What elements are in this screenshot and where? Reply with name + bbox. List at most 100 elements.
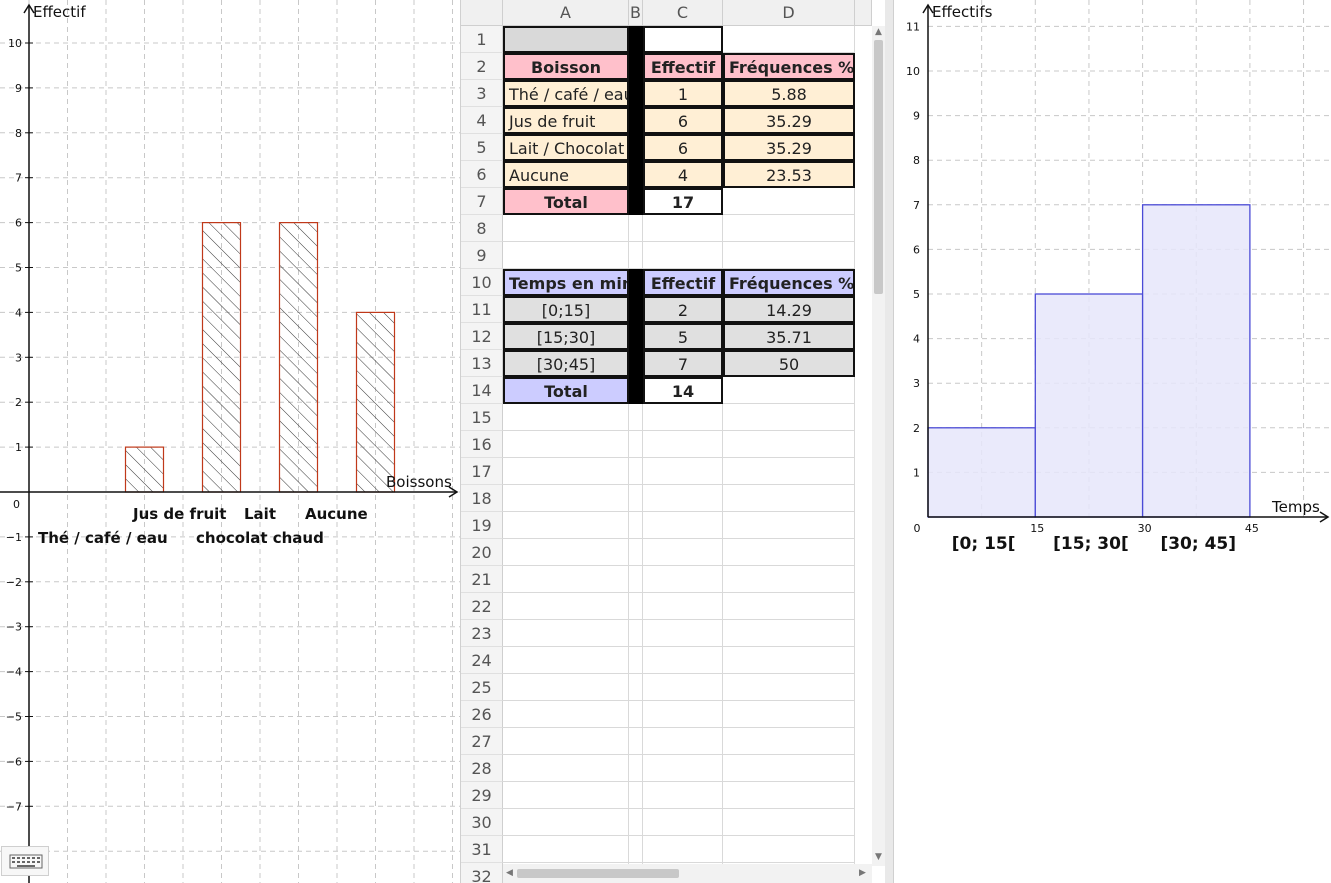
cell-C13[interactable]: 7 (643, 350, 723, 377)
row-header-17[interactable]: 17 (461, 458, 503, 485)
virtual-keyboard-button[interactable] (1, 846, 49, 876)
column-header-B[interactable]: B (629, 0, 643, 26)
cell-C11[interactable]: 2 (643, 296, 723, 323)
y-tick-label: 3 (913, 377, 920, 390)
grid-line-h (503, 673, 855, 674)
row-header-15[interactable]: 15 (461, 404, 503, 431)
cell-A4[interactable]: Jus de fruit (503, 107, 629, 134)
sheet-corner[interactable] (461, 0, 503, 26)
row-header-32[interactable]: 32 (461, 863, 503, 883)
bar (201, 222, 242, 493)
row-header-26[interactable]: 26 (461, 701, 503, 728)
cell-D13[interactable]: 50 (723, 350, 855, 377)
cell-A10[interactable]: Temps en min (503, 269, 629, 296)
cell-C1[interactable] (643, 26, 723, 53)
view-divider-2[interactable] (885, 0, 894, 883)
histogram-bar (1034, 293, 1144, 518)
scroll-right-arrow-icon[interactable]: ▶ (859, 868, 866, 878)
row-header-2[interactable]: 2 (461, 53, 503, 80)
y-tick-label: −4 (6, 666, 22, 679)
cell-C4[interactable]: 6 (643, 107, 723, 134)
cell-C5[interactable]: 6 (643, 134, 723, 161)
spreadsheet-view[interactable]: A B C D 1 2 3 4 5 6 7 8 9 10 11 12 13 14 15 16 17 18 19 20 21 22 2… (461, 0, 885, 883)
column-header-C[interactable]: C (643, 0, 723, 26)
cell-C2[interactable]: Effectif (643, 53, 723, 80)
row-header-27[interactable]: 27 (461, 728, 503, 755)
cell-A6[interactable]: Aucune (503, 161, 629, 188)
row-header-21[interactable]: 21 (461, 566, 503, 593)
row-header-31[interactable]: 31 (461, 836, 503, 863)
cell-C14[interactable]: 14 (643, 377, 723, 404)
cell-A7[interactable]: Total (503, 188, 629, 215)
cell-D5[interactable]: 35.29 (723, 134, 855, 161)
row-header-9[interactable]: 9 (461, 242, 503, 269)
row-header-20[interactable]: 20 (461, 539, 503, 566)
y-tick-label: 7 (15, 172, 22, 185)
horizontal-scrollbar[interactable]: ◀ ▶ (503, 864, 872, 883)
cell-C10[interactable]: Effectif (643, 269, 723, 296)
row-header-4[interactable]: 4 (461, 107, 503, 134)
bar (278, 222, 319, 493)
cell-C12[interactable]: 5 (643, 323, 723, 350)
row-header-8[interactable]: 8 (461, 215, 503, 242)
row-header-23[interactable]: 23 (461, 620, 503, 647)
scroll-left-arrow-icon[interactable]: ◀ (506, 868, 513, 878)
cell-A11[interactable]: [0;15] (503, 296, 629, 323)
cell-A13[interactable]: [30;45] (503, 350, 629, 377)
cell-A2[interactable]: Boisson (503, 53, 629, 80)
row-header-3[interactable]: 3 (461, 80, 503, 107)
row-header-24[interactable]: 24 (461, 647, 503, 674)
bin-labels: [0; 15[[15; 30[[30; 45] (952, 534, 1236, 554)
row-header-18[interactable]: 18 (461, 485, 503, 512)
cell-C7[interactable]: 17 (643, 188, 723, 215)
row-header-25[interactable]: 25 (461, 674, 503, 701)
cell-D6[interactable]: 23.53 (723, 161, 855, 188)
scroll-up-arrow-icon[interactable]: ▲ (875, 27, 882, 37)
row-header-14[interactable]: 14 (461, 377, 503, 404)
row-header-19[interactable]: 19 (461, 512, 503, 539)
cell-A1[interactable] (503, 26, 629, 53)
cell-A3[interactable]: Thé / café / eau (503, 80, 629, 107)
grid-line-h (503, 592, 855, 593)
cell-D11[interactable]: 14.29 (723, 296, 855, 323)
x-tick-label: 0 (914, 522, 921, 535)
cell-D10[interactable]: Fréquences % (723, 269, 855, 296)
vertical-scrollbar[interactable]: ▲ ▼ (872, 26, 885, 866)
row-header-1[interactable]: 1 (461, 26, 503, 53)
cell-D4[interactable]: 35.29 (723, 107, 855, 134)
cell-C6[interactable]: 4 (643, 161, 723, 188)
cell-C3[interactable]: 1 (643, 80, 723, 107)
bar (355, 311, 396, 493)
grid-line-h (503, 268, 855, 269)
row-header-6[interactable]: 6 (461, 161, 503, 188)
graphics-view-left[interactable]: 10 9 8 7 6 5 4 3 2 1 −1 −2 −3 −4 −5 −6 −7 Effectif Boiss… (0, 0, 460, 883)
graphics-view-right[interactable]: 1 2 3 4 5 6 7 8 9 10 11 0 15 30 45 [0; 15[[15; 30[[30… (893, 0, 1331, 883)
grid-line-h (503, 241, 855, 242)
column-header-D[interactable]: D (723, 0, 855, 26)
horizontal-scroll-thumb[interactable] (517, 869, 679, 878)
scroll-down-arrow-icon[interactable]: ▼ (875, 852, 882, 862)
row-header-7[interactable]: 7 (461, 188, 503, 215)
y-tick-label: 3 (15, 351, 22, 364)
row-header-28[interactable]: 28 (461, 755, 503, 782)
y-tick-label: 2 (913, 422, 920, 435)
cell-A14[interactable]: Total (503, 377, 629, 404)
row-header-5[interactable]: 5 (461, 134, 503, 161)
column-header-A[interactable]: A (503, 0, 629, 26)
row-header-29[interactable]: 29 (461, 782, 503, 809)
row-header-16[interactable]: 16 (461, 431, 503, 458)
cell-D12[interactable]: 35.71 (723, 323, 855, 350)
y-tick-label: −2 (6, 576, 22, 589)
row-header-30[interactable]: 30 (461, 809, 503, 836)
cell-D3[interactable]: 5.88 (723, 80, 855, 107)
cell-A12[interactable]: [15;30] (503, 323, 629, 350)
row-header-12[interactable]: 12 (461, 323, 503, 350)
cell-D2[interactable]: Fréquences % (723, 53, 855, 80)
grid-line-h (503, 835, 855, 836)
vertical-scroll-thumb[interactable] (874, 40, 883, 294)
row-header-22[interactable]: 22 (461, 593, 503, 620)
row-header-10[interactable]: 10 (461, 269, 503, 296)
row-header-13[interactable]: 13 (461, 350, 503, 377)
cell-A5[interactable]: Lait / Chocolat chaud (503, 134, 629, 161)
row-header-11[interactable]: 11 (461, 296, 503, 323)
